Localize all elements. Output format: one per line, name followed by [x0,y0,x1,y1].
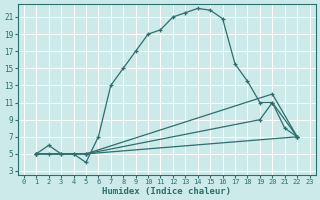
X-axis label: Humidex (Indice chaleur): Humidex (Indice chaleur) [102,187,231,196]
